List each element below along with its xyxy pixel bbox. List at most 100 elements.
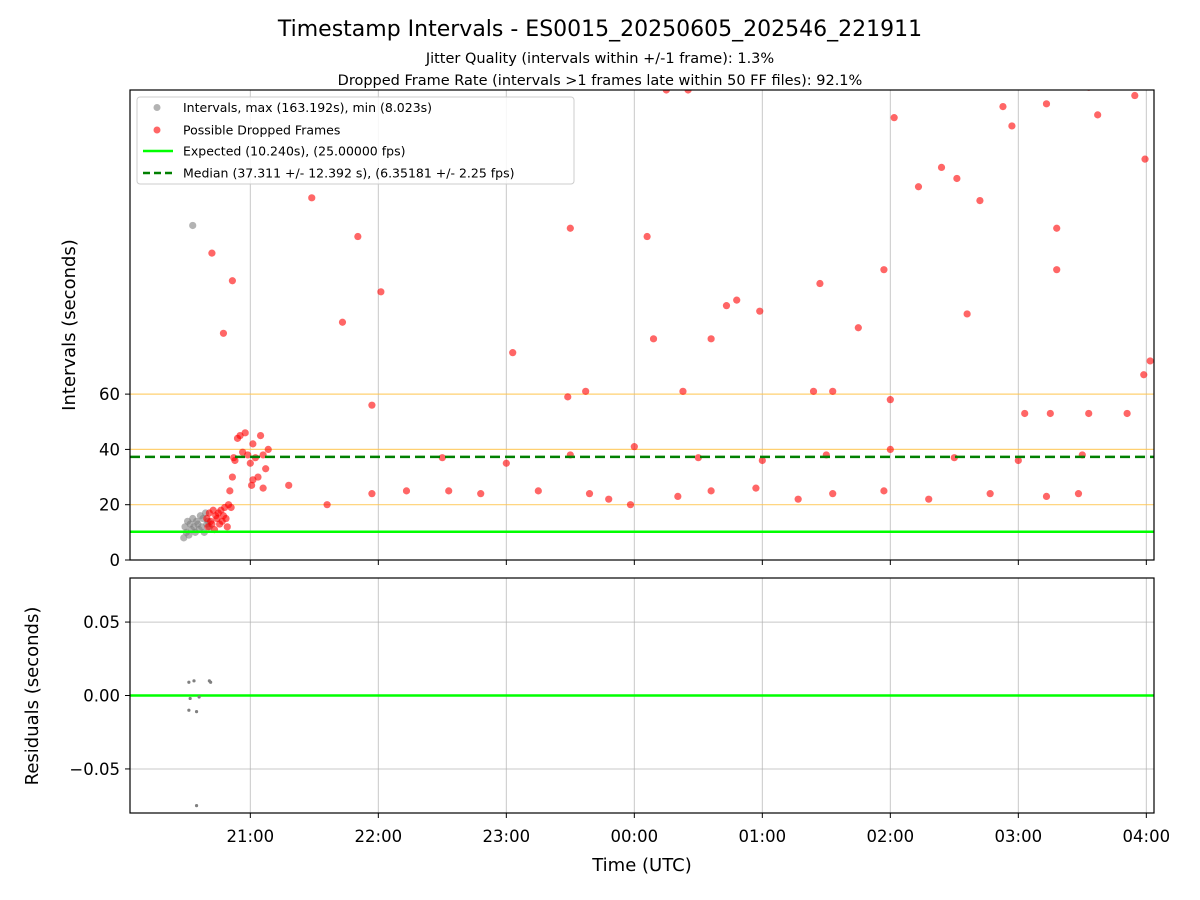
dropped-frame-point <box>643 232 651 241</box>
dropped-frame-point <box>626 501 635 509</box>
dropped-frame-point <box>502 459 510 467</box>
dropped-frame-point <box>228 277 236 285</box>
chart-subtitle-dropped: Dropped Frame Rate (intervals >1 frames … <box>338 73 863 89</box>
residual-point <box>192 679 196 683</box>
dropped-frame-point <box>1075 45 1082 52</box>
dropped-frame-point <box>1140 371 1148 379</box>
dropped-frame-point <box>566 224 574 232</box>
dropped-frame-point <box>1123 409 1131 418</box>
residual-plot: −0.05 0.00 0.05 21:00 22:00 23:00 00:00 01:00 0… <box>22 577 1171 876</box>
chart-title: Timestamp Intervals - ES0015_20250605_20… <box>277 17 922 42</box>
dropped-frame-point <box>679 387 687 395</box>
dropped-frame-point <box>262 465 270 473</box>
dropped-frame-point <box>864 70 871 77</box>
interval-point <box>189 221 197 230</box>
dropped-frame-point <box>880 487 888 495</box>
top-y-tick-label: 0 <box>110 551 121 570</box>
dropped-frame-point <box>1034 73 1041 80</box>
dropped-frame-point <box>707 335 715 343</box>
dropped-frame-point <box>241 429 249 437</box>
residual-y-tick-label: −0.05 <box>69 760 120 779</box>
dropped-frame-point <box>1141 155 1149 163</box>
legend: Intervals, max (163.192s), min (8.023s) … <box>136 96 575 185</box>
top-y-tick-label: 20 <box>99 496 120 515</box>
x-tick-label: 23:00 <box>483 827 531 846</box>
dropped-frame-point <box>1053 266 1061 274</box>
dropped-frame-point <box>829 387 837 395</box>
residual-point <box>197 695 201 699</box>
top-y-tick-label: 40 <box>99 440 120 459</box>
dropped-frame-point <box>684 90 692 94</box>
top-x-ticks <box>249 560 1147 565</box>
dropped-frame-point <box>886 445 894 454</box>
chart-subtitle-jitter: Jitter Quality (intervals within +/-1 fr… <box>425 51 774 67</box>
top-y-ticks: 0 20 40 60 <box>99 385 130 570</box>
top-y-axis-label: Intervals (seconds) <box>59 239 80 411</box>
residual-y-ticks: −0.05 0.00 0.05 <box>69 613 130 779</box>
dropped-frame-point <box>829 490 837 498</box>
dropped-frame-point <box>1146 357 1154 365</box>
dropped-frame-point <box>256 431 265 440</box>
residual-y-axis-label: Residuals (seconds) <box>22 607 43 786</box>
dropped-frame-point <box>223 523 231 531</box>
dropped-frame-point <box>1046 409 1054 418</box>
dropped-frame-point <box>244 451 252 459</box>
dropped-frame-point <box>1021 409 1029 418</box>
dropped-frame-point <box>816 279 824 288</box>
dropped-frame-point <box>338 318 347 326</box>
dropped-frame-point <box>649 335 658 343</box>
dropped-frame-point <box>1120 45 1127 52</box>
dropped-frame-point <box>259 484 267 492</box>
dropped-frame-point <box>208 520 216 528</box>
x-tick-label: 04:00 <box>1123 827 1171 846</box>
dropped-frame-point <box>509 349 517 357</box>
dropped-frame-point <box>886 396 894 404</box>
dropped-frame-point <box>227 503 235 512</box>
dropped-frame-point <box>794 495 802 503</box>
dropped-frame-point <box>585 490 594 498</box>
legend-label-median: Median (37.311 +/- 12.392 s), (6.35181 +… <box>183 166 514 181</box>
dropped-frame-point <box>445 487 453 495</box>
dropped-frame-point <box>752 484 760 492</box>
dropped-frame-point <box>951 45 958 52</box>
residual-point <box>209 680 213 684</box>
legend-label-expected: Expected (10.240s), (25.00000 fps) <box>183 144 405 159</box>
x-tick-label: 22:00 <box>355 827 403 846</box>
legend-box <box>136 96 575 185</box>
dropped-frame-point <box>605 495 613 503</box>
dropped-frame-point <box>756 307 764 315</box>
top-points <box>180 20 1154 542</box>
dropped-frame-point <box>246 459 254 467</box>
dropped-frame-point <box>228 473 236 481</box>
dropped-frame-point <box>674 492 682 501</box>
dropped-frame-point <box>662 90 670 94</box>
dropped-frame-point <box>208 249 216 257</box>
legend-label-dropped: Possible Dropped Frames <box>183 123 340 138</box>
dropped-frame-point <box>477 490 485 498</box>
x-tick-label: 03:00 <box>995 827 1043 846</box>
dropped-frame-point <box>964 31 971 38</box>
dropped-frame-point <box>264 445 272 454</box>
dropped-frame-point <box>707 487 715 495</box>
residual-point <box>187 680 191 684</box>
dropped-frame-point <box>914 183 923 191</box>
x-axis-label: Time (UTC) <box>591 855 692 876</box>
dropped-frame-point <box>249 476 257 484</box>
dropped-frame-point <box>963 310 971 318</box>
top-plot-frame <box>129 89 1155 561</box>
x-tick-label: 21:00 <box>227 827 275 846</box>
dropped-frame-point <box>758 456 766 465</box>
dropped-frame-point <box>1042 492 1051 501</box>
dropped-frame-point <box>248 481 256 489</box>
residual-y-tick-label: 0.05 <box>83 613 120 632</box>
dropped-frame-point <box>377 288 385 296</box>
top-reference-lines <box>130 393 1154 506</box>
dropped-frame-point <box>534 487 542 495</box>
dropped-frame-point <box>222 514 230 523</box>
dropped-frame-point <box>1067 20 1074 27</box>
interval-point <box>185 531 193 539</box>
dropped-frame-point <box>226 487 234 495</box>
dropped-frame-point <box>925 495 933 503</box>
dropped-frame-point <box>733 296 741 304</box>
